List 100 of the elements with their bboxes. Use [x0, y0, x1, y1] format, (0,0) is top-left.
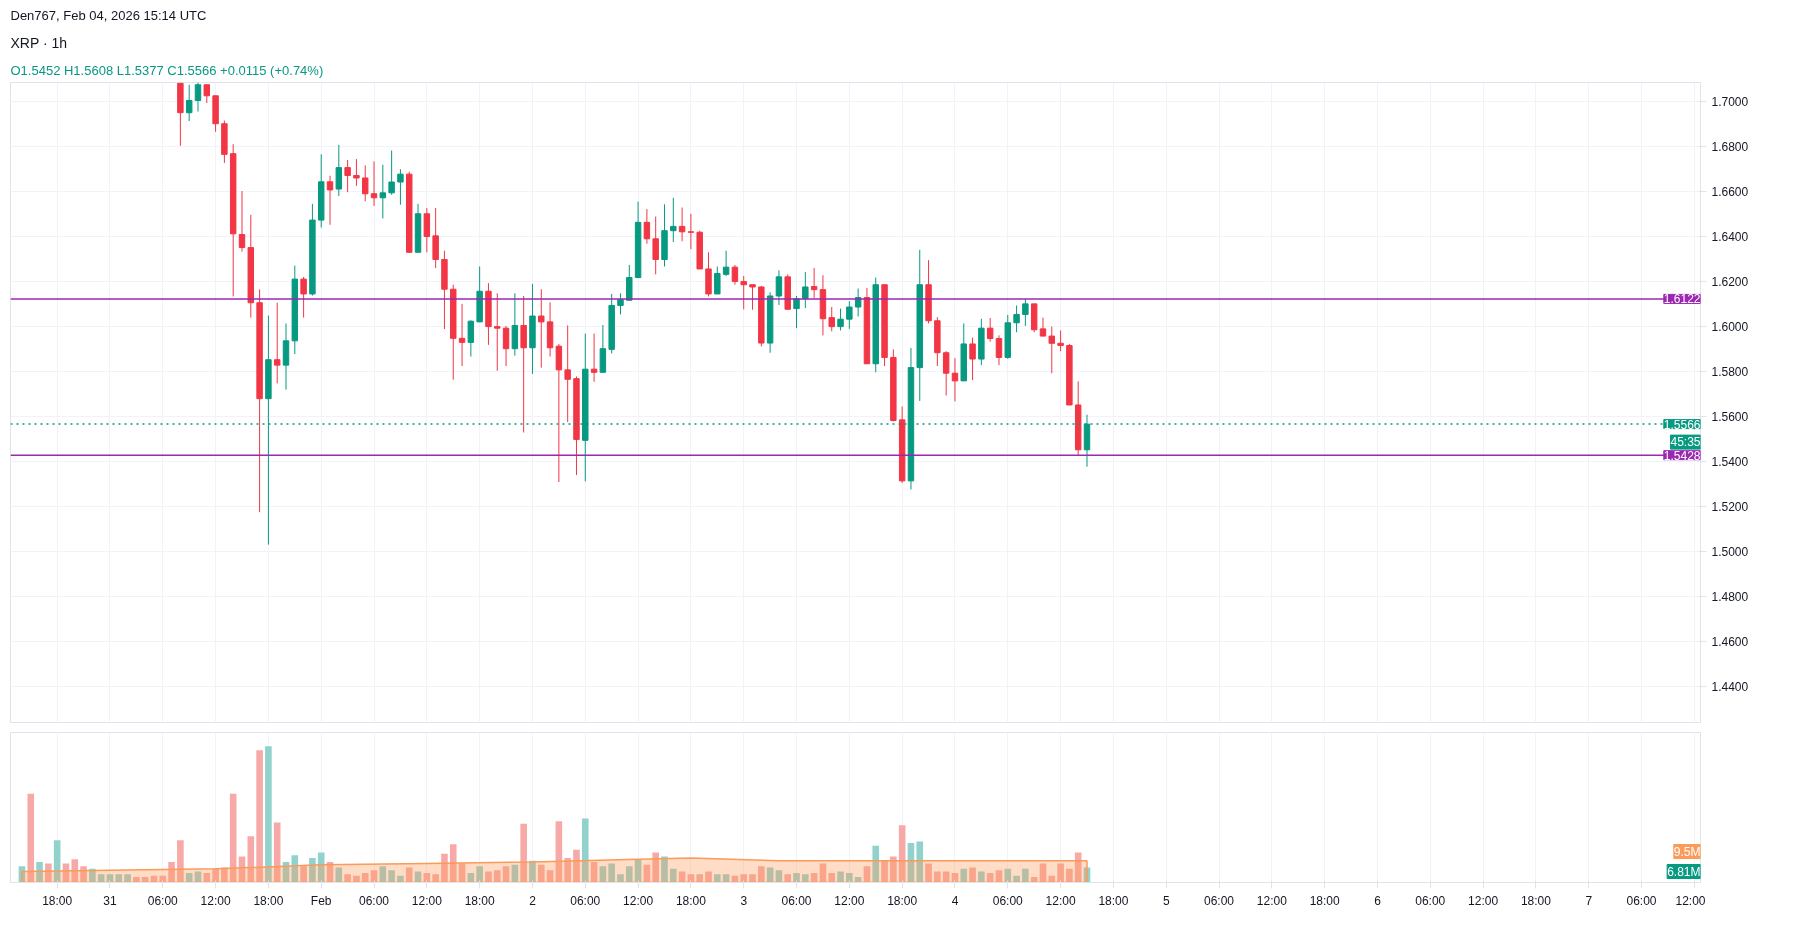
bar	[449, 844, 457, 883]
candlestick	[273, 302, 281, 384]
candlestick	[714, 265, 721, 295]
candlestick	[678, 206, 686, 242]
candlestick	[300, 276, 307, 319]
bar	[309, 857, 316, 883]
bar	[1039, 863, 1047, 883]
bar	[555, 821, 563, 883]
bar	[168, 862, 175, 883]
candlestick	[802, 271, 809, 309]
bar	[1066, 868, 1073, 883]
bar	[203, 872, 211, 883]
candlestick	[942, 350, 950, 397]
bar	[634, 859, 642, 883]
y-tick-label: 1.5000	[1711, 545, 1749, 560]
bar	[802, 874, 809, 883]
candlestick	[670, 197, 677, 243]
x-tick-label: 12:00	[1045, 893, 1076, 908]
bar	[881, 860, 888, 883]
bar	[652, 852, 659, 883]
candlestick	[511, 292, 519, 357]
y-tick-label: 1.5200	[1711, 500, 1749, 515]
candlestick	[828, 306, 835, 332]
bar	[705, 871, 712, 883]
candlestick	[749, 284, 756, 311]
x-tick-label: 18:00	[253, 893, 284, 908]
bar	[890, 856, 897, 883]
bar	[978, 871, 985, 883]
x-tick-label: 12:00	[411, 893, 443, 908]
x-tick-label: 06:00	[359, 893, 390, 908]
candlestick	[502, 325, 510, 367]
bar	[907, 842, 915, 883]
candlestick	[846, 300, 853, 330]
bar	[361, 872, 369, 883]
candlestick	[520, 295, 527, 433]
bar	[608, 863, 615, 883]
bar	[247, 836, 255, 883]
bar	[564, 857, 571, 883]
annotation: 6.81M	[1667, 864, 1701, 879]
x-tick-label: 12:00	[1468, 893, 1499, 908]
bar	[696, 874, 703, 883]
x-tick-label: 18:00	[1309, 893, 1340, 908]
bar	[520, 823, 527, 883]
candlestick	[1013, 304, 1020, 333]
bar	[617, 874, 624, 883]
bar	[80, 866, 87, 883]
ref-line-label: 1.5566	[1663, 417, 1701, 432]
bar	[581, 818, 589, 883]
candlestick	[353, 158, 360, 187]
bar	[317, 852, 325, 883]
bar	[432, 874, 439, 883]
candlestick	[388, 150, 395, 196]
bar	[758, 866, 765, 883]
x-tick-label: 5	[1162, 893, 1170, 908]
candlestick	[810, 267, 818, 299]
candlestick	[969, 337, 976, 381]
candlestick	[951, 357, 959, 402]
bar	[793, 872, 800, 883]
bar	[71, 859, 79, 883]
candlestick	[362, 164, 369, 202]
x-tick-label: Feb	[310, 893, 332, 908]
bar	[405, 867, 413, 883]
bar	[300, 866, 307, 883]
bar	[441, 853, 448, 883]
x-tick-label: 06:00	[1204, 893, 1235, 908]
bar	[265, 746, 272, 883]
x-tick-label: 12:00	[200, 893, 231, 908]
x-tick-label: 18:00	[1098, 893, 1129, 908]
bar	[872, 845, 880, 883]
candlestick	[1048, 326, 1056, 374]
annotation: 9.5M	[1673, 844, 1701, 859]
candlestick	[837, 308, 844, 331]
candlestick	[617, 292, 624, 315]
x-tick-label: 31	[103, 893, 117, 908]
x-tick-label: 12:00	[623, 893, 654, 908]
candlestick	[467, 319, 475, 358]
candlestick	[1057, 329, 1064, 352]
bar	[828, 872, 836, 883]
candlestick	[1022, 298, 1029, 327]
y-tick-label: 1.6200	[1711, 274, 1749, 289]
x-tick-label: 12:00	[1675, 893, 1706, 908]
x-tick-label: 06:00	[1415, 893, 1446, 908]
y-tick-label: 1.6800	[1711, 139, 1749, 154]
y-tick-label: 1.5800	[1711, 364, 1749, 379]
bar	[212, 868, 219, 883]
bar	[124, 874, 131, 883]
candlestick	[793, 295, 800, 329]
bar	[1057, 863, 1064, 883]
bar	[846, 872, 853, 883]
bar	[1013, 875, 1020, 883]
x-tick-label: 06:00	[570, 893, 601, 908]
ref-line-label: 1.5428	[1663, 448, 1701, 463]
bar	[625, 866, 633, 883]
x-tick-label: 18:00	[464, 893, 495, 908]
bar	[229, 793, 237, 883]
candlestick	[432, 207, 439, 269]
y-tick-label: 1.4400	[1711, 680, 1749, 695]
bar	[256, 750, 263, 883]
x-tick-label: 18:00	[42, 893, 73, 908]
y-tick-label: 1.4800	[1711, 590, 1749, 605]
